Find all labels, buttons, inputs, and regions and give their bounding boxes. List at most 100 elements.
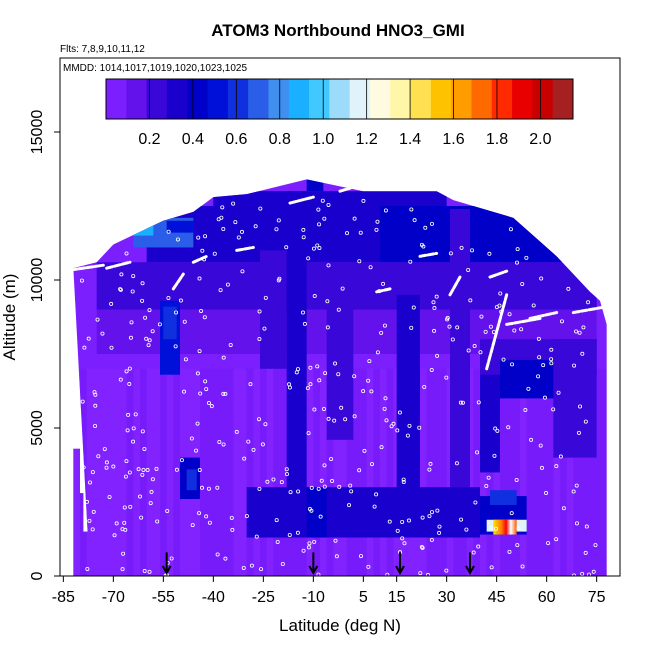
sample-point — [366, 378, 371, 383]
sample-point — [143, 315, 148, 320]
sample-point — [326, 416, 331, 421]
sample-point — [466, 267, 471, 272]
sample-point — [301, 235, 306, 240]
sample-point — [418, 571, 423, 576]
y-tick-label: 15000 — [29, 110, 46, 155]
sample-point — [96, 454, 101, 459]
sample-point — [577, 330, 582, 335]
sample-point — [435, 353, 440, 358]
x-tick-label: -55 — [152, 589, 175, 606]
colorbar-tick-label: 1.8 — [486, 131, 508, 148]
sample-point — [454, 461, 459, 466]
sample-point — [305, 386, 310, 391]
sample-point — [445, 317, 450, 322]
heatmap-cell — [500, 368, 507, 576]
colorbar-swatch — [166, 79, 188, 119]
heatmap-cell — [326, 265, 354, 440]
sample-point — [372, 504, 377, 509]
sample-point — [317, 378, 322, 383]
x-tick-label: 5 — [359, 589, 368, 606]
sample-point — [400, 536, 405, 541]
x-tick-label: 15 — [388, 589, 406, 606]
colorbar-swatch — [268, 79, 290, 119]
sample-point — [551, 407, 556, 412]
sample-point — [407, 423, 412, 428]
heatmap-cell — [213, 191, 447, 206]
sample-point — [322, 484, 327, 489]
sample-point — [466, 348, 471, 353]
sample-point — [432, 306, 437, 311]
colorbar-swatch — [126, 79, 148, 119]
sample-point — [112, 533, 117, 538]
sample-point — [316, 572, 321, 577]
x-tick-label: 60 — [538, 589, 556, 606]
heatmap-cell — [373, 368, 380, 576]
heatmap-cell — [593, 368, 600, 576]
sample-point — [302, 321, 307, 326]
y-axis-title: Altitude (m) — [0, 274, 19, 361]
sample-point — [366, 564, 371, 569]
sample-point — [215, 552, 220, 557]
sample-point — [308, 365, 313, 370]
sample-point — [507, 549, 512, 554]
sample-point — [435, 508, 440, 513]
heatmap-cell — [246, 487, 480, 538]
sample-point — [507, 312, 512, 317]
chart-title: ATOM3 Northbound HNO3_GMI — [211, 21, 464, 40]
sample-point — [493, 426, 498, 431]
sample-point — [556, 390, 561, 395]
heatmap-peak — [493, 519, 517, 535]
sample-point — [566, 286, 571, 291]
x-tick-label: 75 — [588, 589, 606, 606]
x-tick-label: -10 — [302, 589, 325, 606]
sample-point — [284, 467, 289, 472]
sample-point — [145, 468, 150, 473]
heatmap-cell — [553, 368, 560, 576]
sample-point — [319, 478, 324, 483]
sample-point — [122, 505, 127, 510]
colorbar-swatch — [227, 79, 249, 119]
sample-point — [554, 464, 559, 469]
sample-point — [80, 399, 85, 404]
heatmap-cell — [93, 368, 100, 576]
sample-point — [488, 324, 493, 329]
colorbar-tick-label: 2.0 — [529, 131, 551, 148]
heatmap-cell — [526, 368, 534, 576]
sample-point — [107, 494, 112, 499]
sample-point — [88, 480, 93, 485]
sample-point — [369, 389, 374, 394]
colorbar-swatch — [329, 79, 351, 119]
sample-point — [593, 543, 598, 548]
down-arrow-head — [395, 565, 405, 576]
sample-point — [217, 439, 222, 444]
colorbar-tick-label: 0.8 — [269, 131, 291, 148]
heatmap-cell — [73, 368, 80, 576]
sample-point — [554, 537, 559, 542]
sample-point — [200, 248, 205, 253]
sample-point — [580, 571, 585, 576]
sample-point — [93, 403, 98, 408]
colorbar-tick-label: 1.6 — [442, 131, 464, 148]
y-tick-label: 5000 — [29, 410, 46, 446]
sample-point — [369, 462, 374, 467]
sample-point — [375, 219, 380, 224]
sample-point — [253, 224, 258, 229]
sample-point — [93, 423, 98, 428]
sample-point — [128, 504, 133, 509]
down-arrow-head — [161, 565, 172, 576]
sample-point — [317, 222, 322, 227]
sample-point — [515, 543, 520, 548]
sample-point — [587, 572, 592, 577]
sample-point — [541, 363, 546, 368]
sample-point — [489, 525, 494, 530]
colorbar-swatch — [410, 79, 432, 119]
sample-point — [402, 541, 407, 546]
sample-point — [437, 524, 442, 529]
sample-point — [411, 305, 416, 310]
sample-point — [140, 472, 145, 477]
sample-point — [427, 467, 432, 472]
sample-point — [166, 295, 171, 300]
sample-point — [196, 235, 201, 240]
sample-point — [197, 349, 202, 354]
sample-point — [549, 347, 554, 352]
